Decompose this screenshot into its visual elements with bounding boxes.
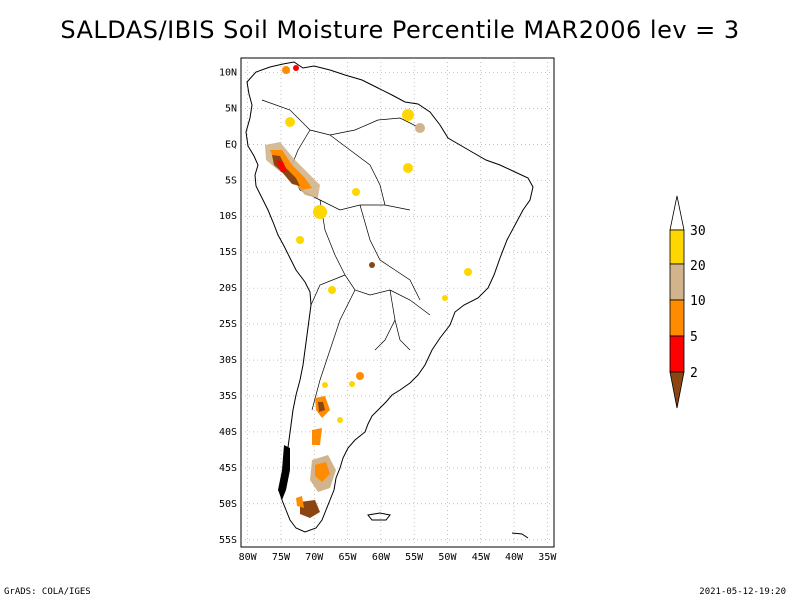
lat-tick-label: 55S [219, 535, 237, 546]
lat-tick-label: 40S [219, 427, 237, 438]
lon-tick-label: 60W [372, 552, 391, 563]
lat-tick-label: 5N [225, 103, 237, 114]
lon-tick-label: 50W [438, 552, 457, 563]
lon-tick-label: 70W [305, 552, 324, 563]
dry-spot [337, 417, 343, 423]
legend-bin-20-30 [669, 229, 685, 265]
dry-spot [415, 123, 425, 133]
lat-tick-label: 25S [219, 319, 237, 330]
lon-tick-label: 75W [272, 552, 291, 563]
dry-spot [464, 268, 472, 276]
lat-tick-label: 35S [219, 391, 237, 402]
legend-bin-5-10 [669, 299, 685, 337]
lat-tick-label: 15S [219, 247, 237, 258]
legend-label: 2 [690, 366, 698, 381]
dry-spot [369, 262, 375, 268]
dry-spot [356, 372, 364, 380]
dry-spot [442, 295, 448, 301]
lon-tick-label: 40W [505, 552, 524, 563]
falkland-islands [367, 512, 391, 521]
lon-tick-label: 55W [405, 552, 424, 563]
lat-tick-label: 30S [219, 355, 237, 366]
dry-spot [403, 163, 413, 173]
dry-spot [293, 65, 299, 71]
legend-lower-triangle [669, 371, 685, 409]
dry-spot [402, 109, 414, 121]
axis-ticks: 80W 75W 70W 65W 60W 55W 50W 45W 40W 35W 10N 5N EQ 5S 1… [219, 67, 557, 563]
lat-tick-label: 20S [219, 283, 237, 294]
footer-timestamp: 2021-05-12-19:20 [699, 587, 786, 597]
lat-tick-label: 5S [225, 175, 237, 186]
legend-upper-triangle [669, 195, 685, 231]
dry-patch-peru [276, 160, 287, 172]
dry-spot [352, 188, 360, 196]
map-frame [240, 57, 555, 548]
footer-credit: GrADS: COLA/IGES [4, 587, 91, 597]
lat-tick-label: 10S [219, 211, 237, 222]
country-borders [261, 99, 431, 411]
dry-patch-tierra-del-fuego [300, 500, 320, 518]
map-title: SALDAS/IBIS Soil Moisture Percentile MAR… [60, 16, 740, 44]
lat-tick-label: EQ [225, 139, 237, 150]
lon-tick-label: 45W [472, 552, 491, 563]
dry-spot [296, 236, 304, 244]
dry-spot [328, 286, 336, 294]
dry-patch-patagonia-north-core [318, 402, 325, 412]
legend-label: 30 [690, 224, 706, 239]
lon-tick-label: 35W [538, 552, 557, 563]
dry-spot [285, 117, 295, 127]
legend-label: 10 [690, 294, 706, 309]
legend-bin-10-20 [669, 263, 685, 301]
percentile-shading [265, 65, 472, 518]
dry-spot [349, 381, 355, 387]
color-bar: 30 20 10 5 2 [669, 195, 706, 409]
lat-tick-label: 50S [219, 499, 237, 510]
south-america-coastline [245, 61, 534, 533]
lat-tick-label: 45S [219, 463, 237, 474]
legend-bin-2-5 [669, 335, 685, 373]
dry-spot [322, 382, 328, 388]
dry-patch-tierra-del-fuego-edge [296, 496, 304, 508]
dry-spot [282, 66, 290, 74]
chilean-fjords [278, 445, 290, 500]
dry-patch-patagonia-central [312, 428, 322, 445]
dry-spot [313, 205, 327, 219]
legend-label: 5 [690, 330, 698, 345]
lon-tick-label: 80W [239, 552, 258, 563]
continent-outline [245, 61, 534, 539]
legend-label: 20 [690, 259, 706, 274]
lat-tick-label: 10N [219, 67, 237, 78]
lon-tick-label: 65W [339, 552, 358, 563]
south-georgia [511, 532, 529, 539]
dry-patch-patagonia-south-core [315, 462, 330, 482]
